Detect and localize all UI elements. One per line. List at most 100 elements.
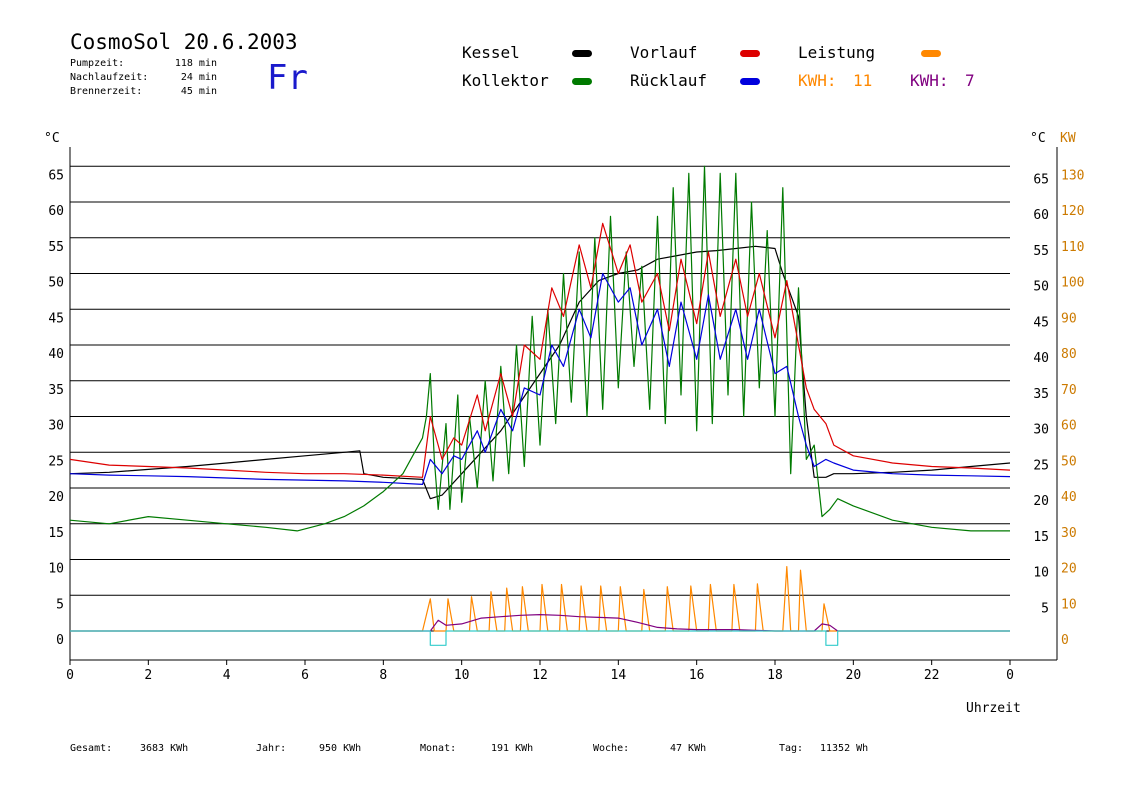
y-tick-label-left: 55 bbox=[48, 240, 64, 255]
y-tick-label-right-kw: 50 bbox=[1061, 454, 1077, 469]
x-tick-label: 18 bbox=[767, 668, 783, 683]
x-axis-label: Uhrzeit bbox=[966, 701, 1021, 716]
page-title: CosmoSol 20.6.2003 bbox=[70, 30, 298, 54]
y-tick-label-right-kw: 40 bbox=[1061, 490, 1077, 505]
footer-value-gesamt: 3683 KWh bbox=[140, 743, 189, 754]
y-axis-unit-left: °C bbox=[44, 131, 60, 146]
y-tick-label-right: 30 bbox=[1033, 423, 1049, 438]
y-tick-label-right: 10 bbox=[1033, 566, 1049, 581]
y-tick-label-right: 45 bbox=[1033, 315, 1049, 330]
y-tick-label-right: 40 bbox=[1033, 351, 1049, 366]
y-tick-label-right-kw: 80 bbox=[1061, 347, 1077, 362]
x-tick-label: 20 bbox=[846, 668, 862, 683]
kwh-orange-value: 11 bbox=[853, 71, 873, 90]
y-tick-label-right-kw: 60 bbox=[1061, 419, 1077, 434]
info-value-nachlaufzeit: 24 min bbox=[180, 72, 217, 83]
kwh-purple-value: 7 bbox=[965, 71, 975, 90]
day-label: Fr bbox=[267, 58, 308, 98]
y-tick-label-right: 35 bbox=[1033, 387, 1049, 402]
legend-label-kessel: Kessel bbox=[462, 43, 520, 62]
y-tick-label-right-kw: 30 bbox=[1061, 526, 1077, 541]
x-tick-label: 2 bbox=[144, 668, 152, 683]
y-tick-label-left: 50 bbox=[48, 276, 64, 291]
y-tick-label-left: 60 bbox=[48, 204, 64, 219]
y-tick-label-right: 50 bbox=[1033, 280, 1049, 295]
series-pumpe bbox=[70, 630, 1010, 646]
y-tick-label-right-kw: 130 bbox=[1061, 168, 1084, 183]
legend-swatch-leistung bbox=[921, 50, 941, 57]
y-tick-label-right: 55 bbox=[1033, 244, 1049, 259]
tick-layer: 0 2 4 6 8 10 12 14 16 18 20 22 005101520253035404550… bbox=[48, 168, 1084, 683]
footer-label-monat: Monat: bbox=[420, 743, 457, 754]
kwh-orange-label: KWH: bbox=[798, 71, 837, 90]
y-tick-label-right-kw: 70 bbox=[1061, 383, 1077, 398]
y-tick-label-right-kw: 120 bbox=[1061, 204, 1084, 219]
y-tick-label-right: 5 bbox=[1041, 601, 1049, 616]
y-tick-label-left: 65 bbox=[48, 168, 64, 183]
y-axis-unit-right-kw: KW bbox=[1060, 131, 1076, 146]
y-tick-label-right-kw: 100 bbox=[1061, 276, 1084, 291]
footer-label-gesamt: Gesamt: bbox=[70, 743, 113, 754]
footer-label-jahr: Jahr: bbox=[256, 743, 287, 754]
y-tick-label-left: 30 bbox=[48, 419, 64, 434]
axes bbox=[69, 147, 1058, 665]
y-tick-label-right: 60 bbox=[1033, 208, 1049, 223]
series-kollektor bbox=[69, 165, 1010, 532]
info-value-brennerzeit: 45 min bbox=[180, 86, 217, 97]
x-tick-label: 14 bbox=[611, 668, 627, 683]
legend-label-vorlauf: Vorlauf bbox=[630, 43, 698, 62]
x-tick-label: 10 bbox=[454, 668, 470, 683]
legend-label-kollektor: Kollektor bbox=[462, 71, 549, 90]
series-vorlauf bbox=[69, 222, 1011, 478]
footer-value-monat: 191 KWh bbox=[491, 743, 534, 754]
y-tick-label-left: 35 bbox=[48, 383, 64, 398]
y-tick-label-left: 5 bbox=[56, 597, 64, 612]
footer-value-tag: 11352 Wh bbox=[820, 743, 869, 754]
y-tick-label-right: 15 bbox=[1033, 530, 1049, 545]
info-value-pumpzeit: 118 min bbox=[174, 58, 217, 69]
y-tick-label-left: 40 bbox=[48, 347, 64, 362]
y-tick-label-right-kw: 0 bbox=[1061, 633, 1069, 648]
y-tick-label-left: 10 bbox=[48, 562, 64, 577]
footer-value-jahr: 950 KWh bbox=[319, 743, 362, 754]
info-label-nachlaufzeit: Nachlaufzeit: bbox=[70, 72, 149, 83]
y-tick-label-right-kw: 20 bbox=[1061, 562, 1077, 577]
legend-swatch-ruecklauf bbox=[740, 78, 760, 85]
y-tick-label-right-kw: 110 bbox=[1061, 240, 1084, 255]
info-label-pumpzeit: Pumpzeit: bbox=[70, 58, 125, 69]
x-tick-label: 8 bbox=[379, 668, 387, 683]
x-tick-label: 22 bbox=[924, 668, 940, 683]
x-tick-label: 16 bbox=[689, 668, 705, 683]
legend-swatch-kessel bbox=[572, 50, 592, 57]
series-r-cklauf bbox=[69, 272, 1011, 485]
info-label-brennerzeit: Brennerzeit: bbox=[70, 86, 143, 97]
y-tick-label-left: 25 bbox=[48, 454, 64, 469]
series-kessel bbox=[69, 245, 1011, 500]
legend-label-ruecklauf: Rücklauf bbox=[630, 71, 708, 90]
kwh-purple-label: KWH: bbox=[910, 71, 949, 90]
y-tick-label-right: 65 bbox=[1033, 172, 1049, 187]
y-tick-label-right-kw: 10 bbox=[1061, 597, 1077, 612]
x-tick-label: 6 bbox=[301, 668, 309, 683]
y-tick-label-right: 25 bbox=[1033, 458, 1049, 473]
legend-label-leistung: Leistung bbox=[798, 43, 876, 62]
footer-value-woche: 47 KWh bbox=[670, 743, 707, 754]
x-tick-label: 0 bbox=[1006, 668, 1014, 683]
x-tick-label: 0 bbox=[66, 668, 74, 683]
y-tick-label-left: 15 bbox=[48, 526, 64, 541]
footer-label-tag: Tag: bbox=[779, 743, 804, 754]
series-leistung bbox=[70, 565, 1010, 632]
x-tick-label: 4 bbox=[223, 668, 231, 683]
series-layer bbox=[69, 165, 1011, 646]
grid-lines bbox=[70, 165, 1010, 632]
x-tick-label: 12 bbox=[532, 668, 548, 683]
y-tick-label-left: 20 bbox=[48, 490, 64, 505]
y-tick-label-left: 45 bbox=[48, 311, 64, 326]
footer-label-woche: Woche: bbox=[593, 743, 630, 754]
y-tick-label-left: 0 bbox=[56, 633, 64, 648]
legend-swatch-kollektor bbox=[572, 78, 592, 85]
y-tick-label-right-kw: 90 bbox=[1061, 311, 1077, 326]
y-tick-label-right: 20 bbox=[1033, 494, 1049, 509]
y-axis-unit-right: °C bbox=[1030, 131, 1046, 146]
